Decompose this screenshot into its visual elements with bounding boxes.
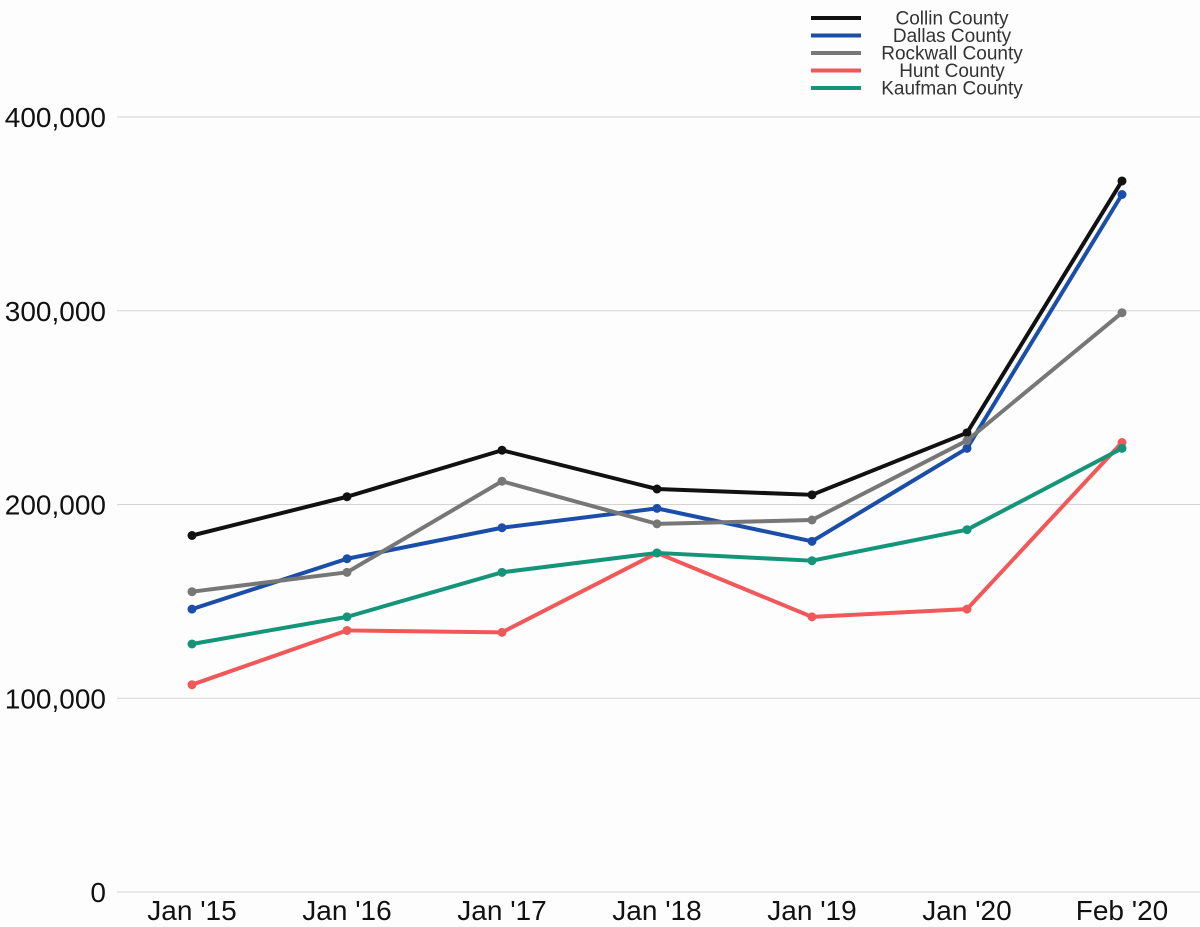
data-point — [342, 567, 352, 577]
data-point — [1117, 190, 1127, 199]
legend-label: Hunt County — [899, 61, 1005, 82]
data-point — [1117, 308, 1127, 318]
data-point — [497, 523, 507, 533]
x-tick-label: Jan '19 — [767, 895, 856, 926]
data-point — [342, 625, 352, 635]
data-point — [807, 490, 817, 500]
data-point — [187, 639, 197, 649]
x-tick-label: Feb '20 — [1076, 895, 1169, 926]
data-point — [187, 531, 197, 540]
y-tick-label: 100,000 — [5, 683, 106, 714]
data-point — [962, 443, 972, 453]
data-point — [807, 536, 817, 546]
x-tick-label: Jan '20 — [922, 895, 1011, 926]
data-point — [497, 445, 507, 455]
x-tick-label: Jan '15 — [147, 895, 236, 926]
series-lines — [187, 176, 1127, 690]
data-point — [962, 525, 972, 535]
data-point — [497, 476, 507, 486]
data-point — [652, 519, 662, 529]
x-axis: Jan '15 Jan '16 Jan '17 Jan '18 Jan '19 Jan '… — [147, 895, 1168, 926]
y-tick-label: 300,000 — [5, 296, 106, 327]
data-point — [962, 604, 972, 614]
y-tick-label: 400,000 — [5, 102, 106, 133]
data-point — [1117, 443, 1127, 453]
data-point — [807, 515, 817, 525]
legend-label: Rockwall County — [881, 44, 1023, 65]
legend-label: Dallas County — [893, 26, 1012, 47]
data-point — [807, 556, 817, 566]
data-point — [342, 554, 352, 564]
data-point — [187, 604, 197, 614]
data-point — [962, 436, 972, 446]
data-point — [962, 428, 972, 438]
series-line-collin-county — [190, 178, 1124, 538]
data-point — [342, 612, 352, 622]
series-line-dallas-county — [190, 192, 1124, 612]
data-point — [1117, 176, 1127, 186]
data-point — [187, 587, 197, 597]
legend-label: Kaufman County — [881, 79, 1023, 100]
data-point — [807, 612, 817, 622]
y-axis: 0 100,000 200,000 300,000 400,000 — [5, 102, 106, 908]
x-tick-label: Jan '16 — [302, 895, 391, 926]
y-tick-label: 0 — [90, 877, 106, 908]
data-point — [187, 680, 197, 690]
legend-label: Collin County — [896, 9, 1009, 30]
data-point — [497, 627, 507, 637]
series-line-kaufman-county — [190, 446, 1124, 646]
x-tick-label: Jan '18 — [612, 895, 701, 926]
data-point — [652, 484, 662, 494]
y-tick-label: 200,000 — [5, 490, 106, 521]
x-tick-label: Jan '17 — [457, 895, 546, 926]
data-point — [497, 567, 507, 577]
data-point — [342, 492, 352, 502]
data-point — [652, 548, 662, 558]
data-point — [652, 503, 662, 513]
